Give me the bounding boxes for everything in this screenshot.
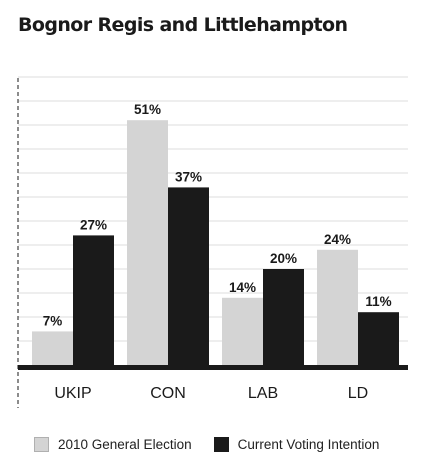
data-label-ukip-series-1: 7% bbox=[43, 313, 63, 328]
bar-lab-series-1 bbox=[222, 297, 263, 365]
data-label-ukip-series-2: 27% bbox=[80, 217, 107, 232]
legend-swatch-2010 bbox=[34, 437, 49, 452]
legend-item-2010: 2010 General Election bbox=[34, 437, 192, 452]
x-tick-label-ukip: UKIP bbox=[54, 385, 91, 402]
legend-swatch-current bbox=[213, 437, 229, 452]
data-label-ld-series-2: 11% bbox=[365, 294, 391, 309]
chart-legend: 2010 General Election Current Voting Int… bbox=[34, 437, 379, 452]
data-label-con-series-2: 37% bbox=[175, 169, 202, 184]
x-tick-label-con: CON bbox=[150, 385, 186, 402]
data-label-ld-series-1: 24% bbox=[324, 232, 351, 247]
bar-ukip-series-1 bbox=[32, 331, 73, 365]
data-label-lab-series-2: 20% bbox=[270, 251, 297, 266]
data-label-lab-series-1: 14% bbox=[229, 280, 256, 295]
bar-lab-series-2 bbox=[263, 269, 304, 365]
bar-ukip-series-2 bbox=[73, 235, 114, 365]
x-tick-label-ld: LD bbox=[348, 385, 368, 402]
x-axis-baseline bbox=[18, 365, 408, 370]
bar-con-series-1 bbox=[127, 120, 168, 365]
legend-item-current: Current Voting Intention bbox=[213, 437, 380, 452]
legend-label-current: Current Voting Intention bbox=[237, 437, 380, 452]
x-tick-label-lab: LAB bbox=[248, 385, 278, 402]
bar-ld-series-2 bbox=[358, 312, 399, 365]
data-label-con-series-1: 51% bbox=[134, 102, 161, 117]
bar-con-series-2 bbox=[168, 187, 209, 365]
chart-title: Bognor Regis and Littlehampton bbox=[18, 14, 348, 36]
bar-ld-series-1 bbox=[317, 249, 358, 365]
legend-label-2010: 2010 General Election bbox=[58, 437, 192, 452]
